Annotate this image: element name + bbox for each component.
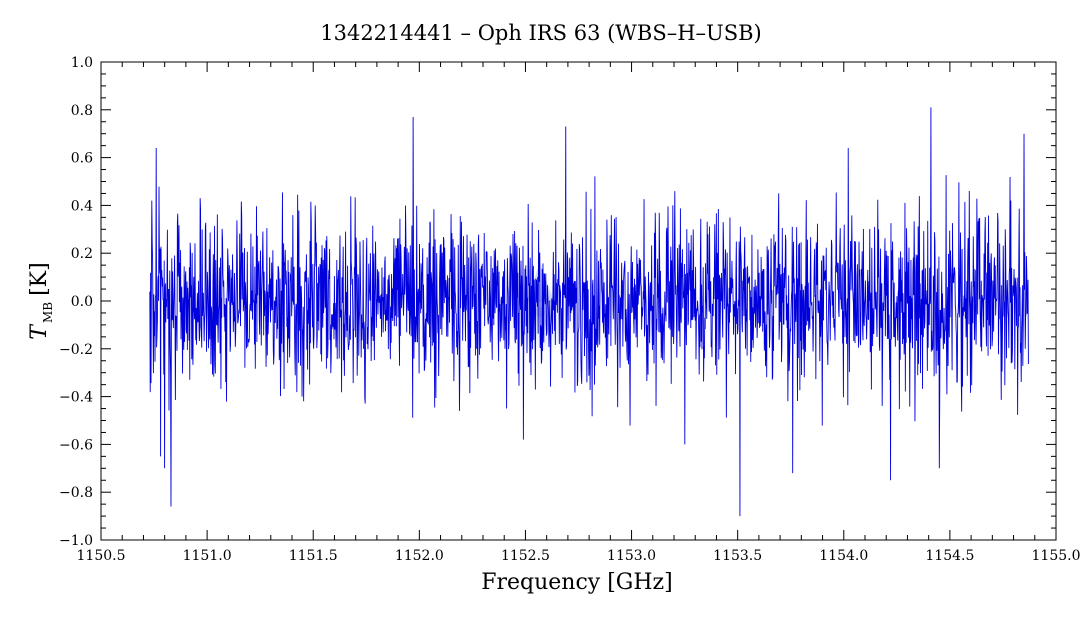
y-tick-label: −0.6 — [59, 437, 93, 453]
axis-ticks — [100, 61, 1057, 541]
y-axis-unit: [K] — [27, 262, 52, 296]
x-tick-label: 1151.0 — [183, 548, 232, 564]
x-tick-label: 1151.5 — [289, 548, 338, 564]
y-tick-label: −1.0 — [59, 533, 93, 549]
y-tick-labels: −1.0 −0.8 −0.6 −0.4 −0.2 0.0 0.2 0.4 0.6 0.8 1.0 — [59, 55, 93, 549]
x-axis-title: Frequency [GHz] — [481, 570, 673, 595]
spectrum-series — [149, 107, 1029, 517]
y-axis-subscript: MB — [41, 302, 55, 323]
x-tick-label: 1153.5 — [713, 548, 762, 564]
x-tick-label: 1155.0 — [1032, 548, 1080, 564]
y-tick-label: 0.6 — [71, 151, 93, 167]
x-tick-labels: 1150.5 1151.0 1151.5 1152.0 1152.5 1153.0 1153… — [77, 548, 1080, 564]
x-tick-label: 1152.5 — [501, 548, 550, 564]
chart-title: 1342214441 – Oph IRS 63 (WBS–H–USB) — [320, 21, 762, 45]
x-tick-label: 1154.0 — [819, 548, 868, 564]
x-tick-label: 1153.0 — [607, 548, 656, 564]
y-axis-title: TMB [K] — [27, 262, 55, 339]
y-tick-label: −0.8 — [59, 485, 93, 501]
x-tick-label: 1154.5 — [925, 548, 974, 564]
y-tick-label: −0.2 — [59, 342, 93, 358]
y-tick-label: 1.0 — [71, 55, 93, 71]
y-tick-label: 0.8 — [71, 103, 93, 119]
x-tick-label: 1150.5 — [77, 548, 126, 564]
y-tick-label: 0.0 — [71, 294, 93, 310]
y-tick-label: −0.4 — [59, 390, 93, 406]
y-tick-label: 0.2 — [71, 246, 93, 262]
spectrum-line — [149, 107, 1029, 517]
y-axis-symbol: T — [27, 323, 52, 340]
y-tick-label: 0.4 — [71, 198, 93, 214]
x-tick-label: 1152.0 — [395, 548, 444, 564]
